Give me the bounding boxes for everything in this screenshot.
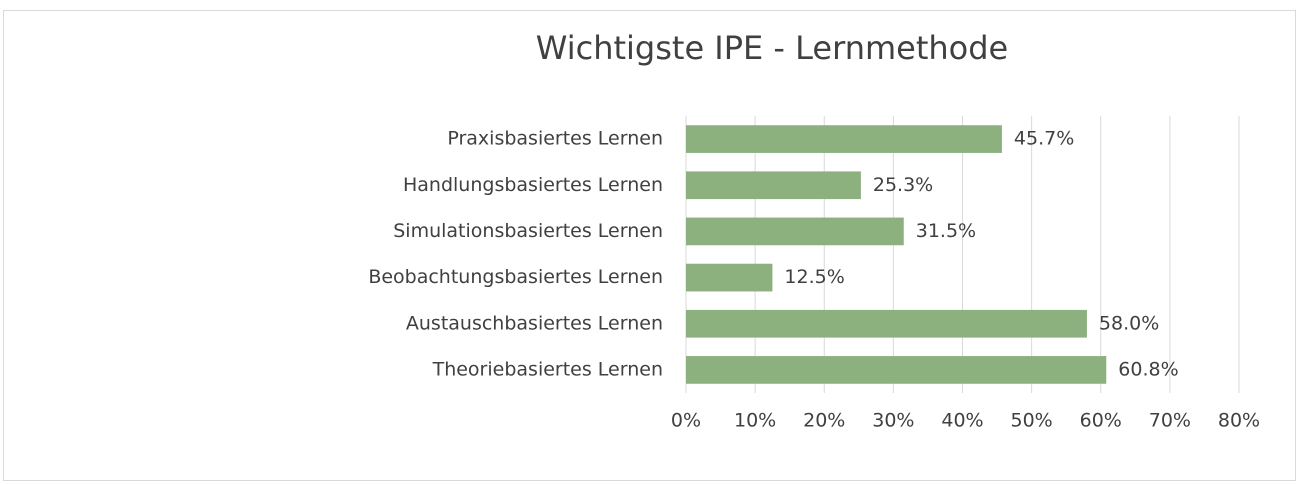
bar bbox=[686, 356, 1107, 384]
bar bbox=[686, 263, 773, 292]
bar bbox=[686, 171, 861, 200]
x-tick-label: 0% bbox=[671, 410, 701, 432]
data-label: 12.5% bbox=[784, 266, 844, 288]
y-tick-label: Beobachtungsbasiertes Lernen bbox=[368, 266, 663, 288]
bar bbox=[686, 309, 1087, 338]
bar bbox=[686, 125, 1002, 153]
bar bbox=[686, 217, 904, 246]
y-tick-label: Theoriebasiertes Lernen bbox=[432, 358, 663, 380]
x-tick-label: 20% bbox=[803, 410, 845, 432]
data-label: 25.3% bbox=[873, 174, 933, 196]
y-tick-label: Simulationsbasiertes Lernen bbox=[393, 220, 663, 242]
y-tick-label: Praxisbasiertes Lernen bbox=[447, 128, 663, 150]
x-tick-label: 80% bbox=[1218, 410, 1260, 432]
y-tick-label: Austauschbasiertes Lernen bbox=[406, 312, 663, 334]
x-tick-label: 30% bbox=[872, 410, 914, 432]
x-tick-label: 70% bbox=[1149, 410, 1191, 432]
data-label: 45.7% bbox=[1014, 128, 1074, 150]
x-tick-label: 10% bbox=[734, 410, 776, 432]
y-tick-label: Handlungsbasiertes Lernen bbox=[403, 174, 663, 196]
data-label: 60.8% bbox=[1118, 358, 1178, 380]
x-tick-label: 40% bbox=[941, 410, 983, 432]
chart-border bbox=[3, 10, 1296, 481]
chart-title: Wichtigste IPE - Lernmethode bbox=[536, 29, 1008, 67]
x-tick-label: 60% bbox=[1080, 410, 1122, 432]
x-tick-label: 50% bbox=[1011, 410, 1053, 432]
data-label: 31.5% bbox=[916, 220, 976, 242]
data-label: 58.0% bbox=[1099, 312, 1159, 334]
